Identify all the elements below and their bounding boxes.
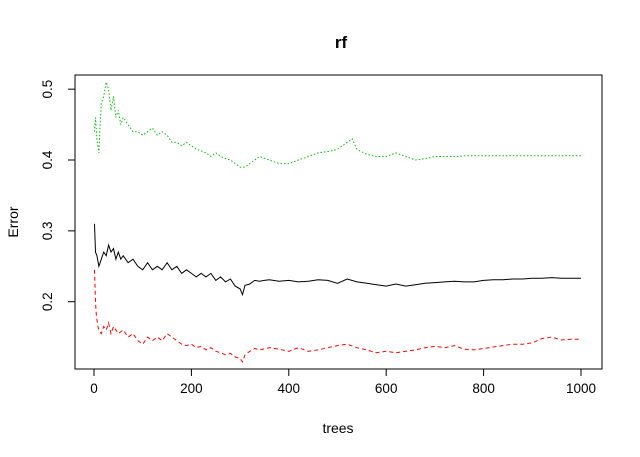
series-layer — [94, 81, 581, 363]
x-tick-label: 800 — [472, 381, 495, 396]
x-axis-label: trees — [322, 420, 353, 436]
x-tick-label: 0 — [90, 381, 98, 396]
plot-frame — [74, 74, 603, 370]
chart-title: rf — [335, 33, 348, 52]
x-tick-label: 1000 — [566, 381, 596, 396]
x-tick-label: 600 — [375, 381, 398, 396]
y-axis-label: Error — [5, 206, 21, 237]
x-tick-label: 400 — [278, 381, 301, 396]
y-tick-label: 0.2 — [40, 292, 55, 311]
y-tick-label: 0.5 — [40, 80, 55, 99]
y-tick-label: 0.4 — [40, 150, 55, 169]
x-tick-label: 200 — [180, 381, 203, 396]
series-line-3 — [94, 81, 581, 168]
x-axis: 0 200 400 600 800 1000 — [90, 368, 596, 396]
series-line-2 — [94, 269, 581, 363]
series-line-1 — [94, 223, 581, 297]
y-axis: 0.2 0.3 0.4 0.5 — [40, 80, 76, 311]
y-tick-label: 0.3 — [40, 221, 55, 240]
